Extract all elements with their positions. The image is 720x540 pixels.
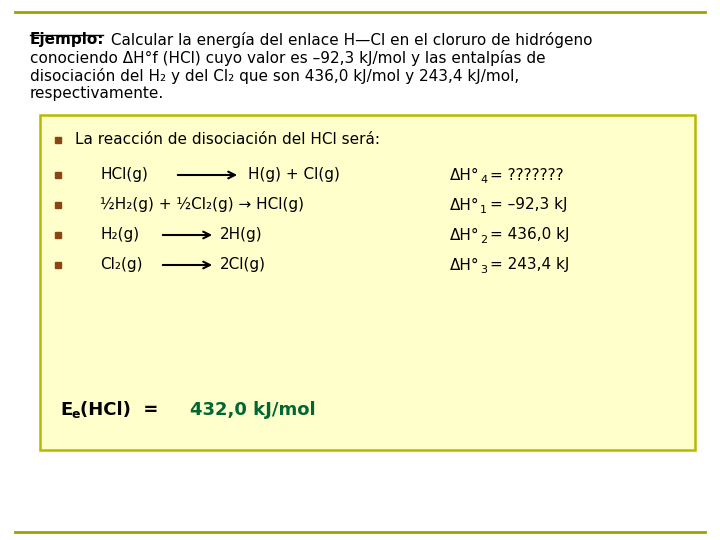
Text: e: e [72, 408, 81, 422]
Text: HCl(g): HCl(g) [100, 167, 148, 183]
Text: (HCl)  =: (HCl) = [80, 401, 171, 419]
Text: ΔH°: ΔH° [450, 198, 480, 213]
Text: H₂(g): H₂(g) [100, 227, 139, 242]
Text: conociendo ΔH°f (HCl) cuyo valor es –92,3 kJ/mol y las entalpías de: conociendo ΔH°f (HCl) cuyo valor es –92,… [30, 50, 546, 66]
Text: = –92,3 kJ: = –92,3 kJ [490, 198, 567, 213]
Text: Ejemplo:: Ejemplo: [30, 32, 104, 47]
Text: La reacción de disociación del HCl será:: La reacción de disociación del HCl será: [75, 132, 380, 147]
Text: E: E [60, 401, 72, 419]
Text: Calcular la energía del enlace H—Cl en el cloruro de hidrógeno: Calcular la energía del enlace H—Cl en e… [106, 32, 593, 48]
Text: ΔH°: ΔH° [450, 167, 480, 183]
Text: disociación del H₂ y del Cl₂ que son 436,0 kJ/mol y 243,4 kJ/mol,: disociación del H₂ y del Cl₂ que son 436… [30, 68, 519, 84]
Text: = ???????: = ??????? [490, 167, 564, 183]
Text: H(g) + Cl(g): H(g) + Cl(g) [248, 167, 340, 183]
FancyBboxPatch shape [40, 115, 695, 450]
Text: ΔH°: ΔH° [450, 227, 480, 242]
Text: ½H₂(g) + ½Cl₂(g) → HCl(g): ½H₂(g) + ½Cl₂(g) → HCl(g) [100, 198, 304, 213]
Text: 3: 3 [480, 265, 487, 275]
Text: Cl₂(g): Cl₂(g) [100, 258, 143, 273]
Text: 2H(g): 2H(g) [220, 227, 263, 242]
Text: = 436,0 kJ: = 436,0 kJ [490, 227, 570, 242]
Text: 2: 2 [480, 235, 487, 245]
Text: 2Cl(g): 2Cl(g) [220, 258, 266, 273]
Text: ΔH°: ΔH° [450, 258, 480, 273]
Text: respectivamente.: respectivamente. [30, 86, 164, 101]
Text: 432,0 kJ/mol: 432,0 kJ/mol [190, 401, 315, 419]
Text: = 243,4 kJ: = 243,4 kJ [490, 258, 570, 273]
Text: 4: 4 [480, 175, 487, 185]
Text: 1: 1 [480, 205, 487, 215]
